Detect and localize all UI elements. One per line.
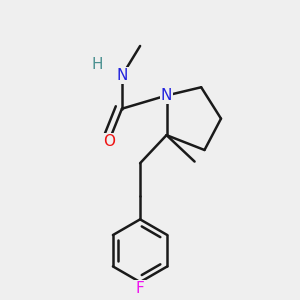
Text: H: H: [92, 57, 103, 72]
Text: N: N: [116, 68, 128, 83]
Text: F: F: [136, 281, 145, 296]
Text: N: N: [161, 88, 172, 103]
Text: O: O: [103, 134, 115, 149]
